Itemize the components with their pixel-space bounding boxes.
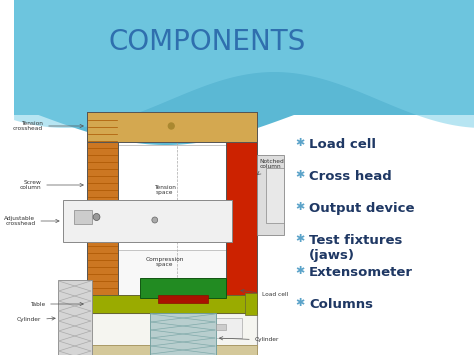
- Text: Output device: Output device: [309, 202, 415, 215]
- Bar: [150, 313, 216, 355]
- Bar: [87, 313, 256, 348]
- Text: Load cell: Load cell: [309, 138, 376, 151]
- Text: Screw
column: Screw column: [19, 180, 83, 190]
- Bar: [158, 295, 208, 303]
- Bar: [118, 145, 226, 250]
- Bar: [216, 324, 226, 330]
- Bar: [87, 345, 256, 355]
- Bar: [226, 112, 256, 307]
- Bar: [87, 295, 256, 313]
- Circle shape: [152, 217, 158, 223]
- Polygon shape: [14, 0, 474, 145]
- Bar: [266, 168, 284, 223]
- Text: ✱: ✱: [295, 170, 305, 180]
- Circle shape: [168, 123, 174, 129]
- Text: Cylinder: Cylinder: [17, 317, 55, 322]
- Bar: [14, 115, 474, 355]
- Bar: [256, 155, 284, 235]
- Bar: [79, 293, 91, 315]
- Text: Tension
space: Tension space: [154, 185, 175, 195]
- Text: Extensometer: Extensometer: [309, 266, 413, 279]
- Text: Tension
crosshead: Tension crosshead: [13, 121, 83, 131]
- Bar: [87, 112, 256, 142]
- Text: Table: Table: [30, 301, 83, 306]
- Text: Columns: Columns: [309, 298, 373, 311]
- Text: Notched
column: Notched column: [257, 159, 284, 175]
- Circle shape: [93, 213, 100, 220]
- Text: Load cell: Load cell: [241, 289, 288, 297]
- Text: Cylinder: Cylinder: [219, 337, 279, 343]
- Text: ✱: ✱: [295, 202, 305, 212]
- Polygon shape: [14, 0, 474, 128]
- Bar: [118, 250, 226, 295]
- Text: Adjustable
crosshead: Adjustable crosshead: [4, 215, 59, 226]
- Bar: [58, 280, 91, 355]
- Bar: [245, 293, 256, 315]
- Text: COMPONENTS: COMPONENTS: [109, 28, 306, 56]
- Text: Cross head: Cross head: [309, 170, 392, 183]
- Text: ✱: ✱: [295, 138, 305, 148]
- Bar: [208, 318, 242, 338]
- Text: Compression
space: Compression space: [146, 257, 183, 267]
- Text: Test fixtures
(jaws): Test fixtures (jaws): [309, 234, 402, 262]
- Bar: [63, 200, 232, 242]
- Text: ✱: ✱: [295, 266, 305, 276]
- Text: ✱: ✱: [295, 298, 305, 308]
- Bar: [87, 112, 118, 307]
- Bar: [140, 278, 226, 298]
- Text: ✱: ✱: [295, 234, 305, 244]
- Bar: [74, 210, 91, 224]
